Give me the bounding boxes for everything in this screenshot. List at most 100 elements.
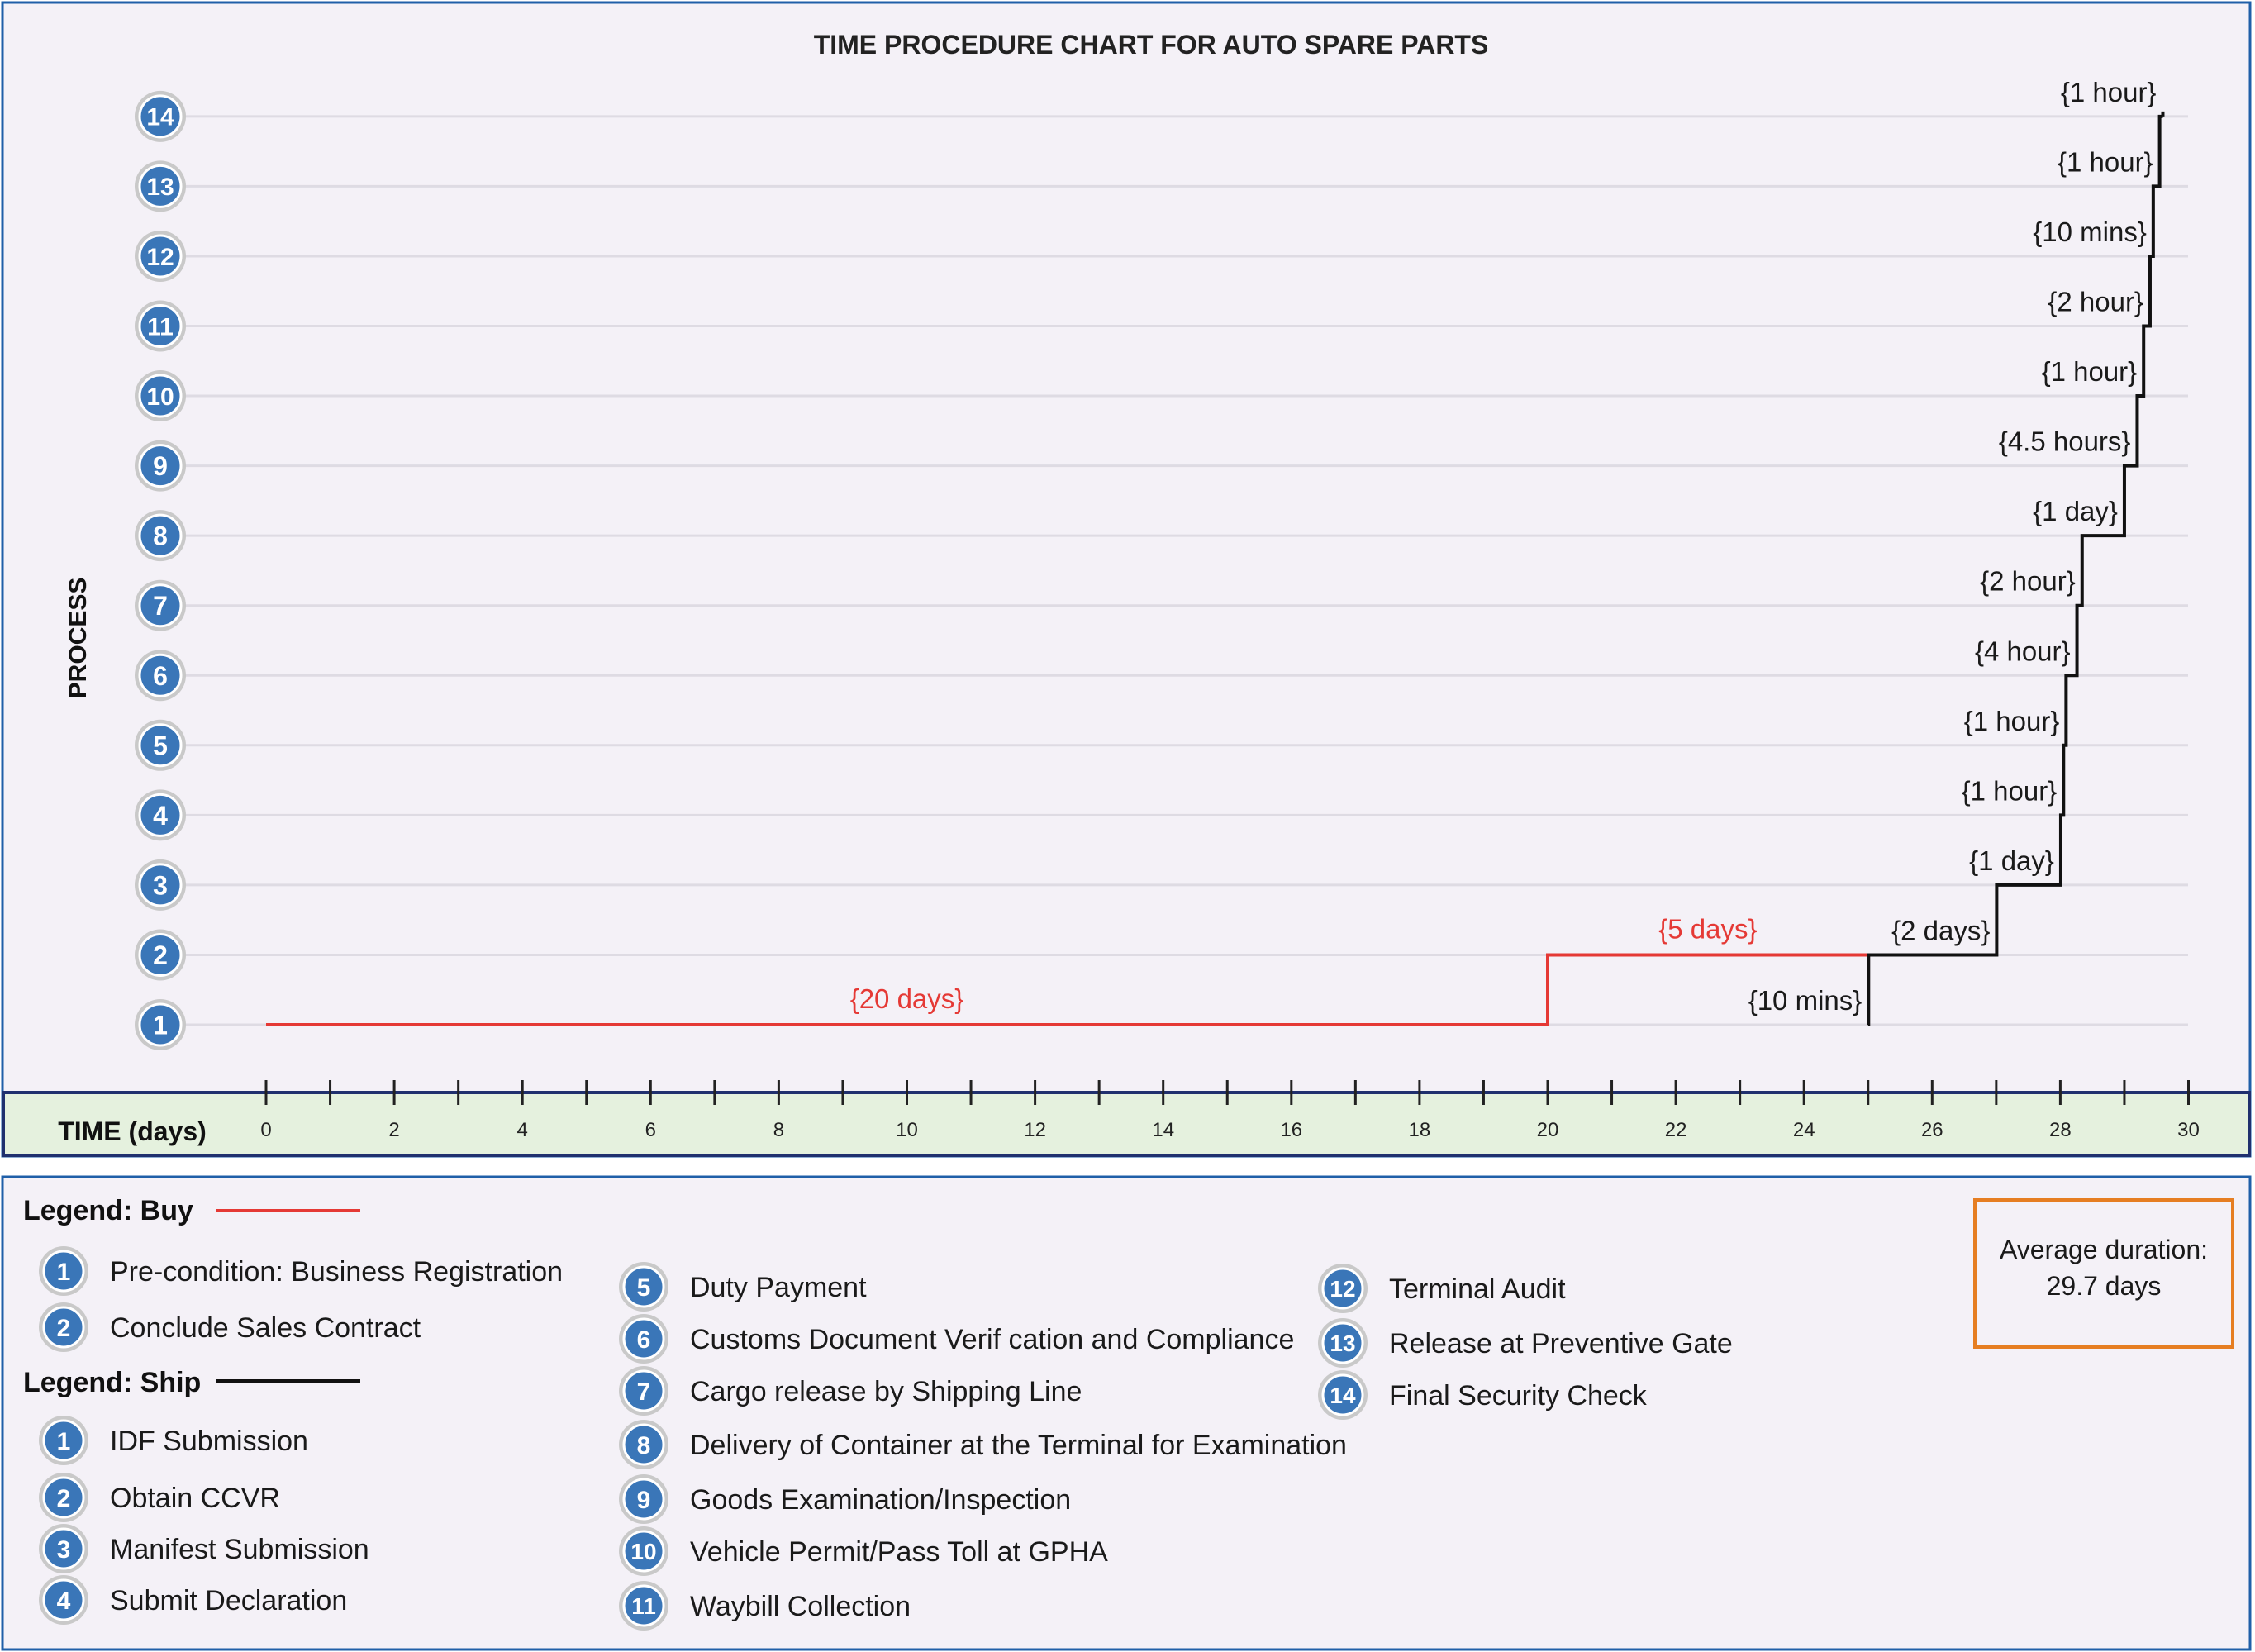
legend-ship-item-10: 10 Vehicle Permit/Pass Toll at GPHA [619, 1526, 1108, 1576]
legend-badge: 13 [1318, 1318, 1368, 1368]
badge-circle [138, 723, 183, 768]
badge-circle [138, 932, 183, 977]
x-tick-label-2: 2 [388, 1119, 399, 1141]
badge-number: 6 [637, 1326, 651, 1354]
legend-buy-item-1: 1 Pre-condition: Business Registration [39, 1246, 563, 1296]
y-axis-label: PROCESS [64, 578, 92, 699]
y-tick-badge-12: 12 [135, 230, 186, 282]
y-tick-badge-2: 2 [135, 929, 186, 981]
badge-circle [42, 1527, 85, 1570]
legend-ship-item-3: 3 Manifest Submission [39, 1524, 369, 1573]
badge-number: 1 [153, 1011, 168, 1040]
chart-title: TIME PROCEDURE CHART FOR AUTO SPARE PART… [814, 30, 1489, 60]
legend-label: Cargo release by Shipping Line [690, 1376, 1082, 1407]
badge-circle [138, 374, 183, 418]
legend-label: Final Security Check [1389, 1380, 1648, 1412]
badge-circle [138, 793, 183, 837]
legend-ship-item-4: 4 Submit Declaration [39, 1575, 347, 1625]
badge-number: 12 [1330, 1276, 1355, 1302]
duration-label: {10 mins} [2033, 217, 2147, 247]
badge-circle [622, 1423, 665, 1466]
badge-number: 4 [153, 801, 168, 831]
duration-label: {20 days} [850, 983, 964, 1014]
gridlines [178, 115, 2188, 1026]
y-tick-badge-10: 10 [135, 370, 186, 422]
average-duration-box [1973, 1198, 2234, 1349]
x-tick-label-12: 12 [1024, 1119, 1046, 1141]
badge-circle [622, 1265, 665, 1308]
legend-label: Submit Declaration [110, 1585, 347, 1616]
badge-number: 1 [57, 1428, 71, 1455]
legend-label: Duty Payment [690, 1272, 867, 1303]
legend-ship-item-8: 8 Delivery of Container at the Terminal f… [619, 1420, 1347, 1469]
x-tick-label-6: 6 [645, 1119, 656, 1141]
badge-circle [42, 1306, 85, 1349]
badge-circle [138, 863, 183, 907]
badge-number: 10 [630, 1539, 656, 1564]
badge-circle [138, 653, 183, 697]
badge-number: 6 [153, 661, 168, 691]
badge-circle [42, 1578, 85, 1621]
legend-label: Release at Preventive Gate [1389, 1328, 1733, 1359]
badge-circle [138, 1002, 183, 1047]
badge-circle [42, 1476, 85, 1519]
badge-circle [138, 444, 183, 488]
x-tick-label-18: 18 [1409, 1119, 1431, 1141]
average-duration-value: 29.7 days [2047, 1271, 2162, 1301]
legend-badge: 11 [619, 1581, 668, 1631]
badge-circle [138, 234, 183, 279]
x-tick-label-30: 30 [2177, 1119, 2200, 1141]
x-tick-label-28: 28 [2049, 1119, 2072, 1141]
legend-badge: 2 [39, 1302, 88, 1352]
legend-buy-title: Legend: Buy [23, 1195, 193, 1226]
badge-circle [42, 1250, 85, 1293]
badge-number: 12 [146, 244, 174, 271]
legend-ship-item-1: 1 IDF Submission [39, 1416, 308, 1465]
badge-circle [138, 164, 183, 208]
badge-number: 11 [147, 313, 174, 340]
badge-circle [138, 304, 183, 348]
badge-number: 2 [57, 1485, 71, 1512]
duration-label: {1 hour} [1964, 706, 2060, 736]
legend-label: Customs Document Verif cation and Compli… [690, 1324, 1294, 1355]
duration-label: {5 days} [1658, 913, 1757, 944]
badge-circle [138, 94, 183, 139]
legend-ship-item-2: 2 Obtain CCVR [39, 1473, 280, 1522]
legend-label: Manifest Submission [110, 1534, 369, 1565]
y-tick-badge-7: 7 [135, 579, 186, 631]
x-tick-label-0: 0 [260, 1119, 271, 1141]
legend-ship-title: Legend: Ship [23, 1367, 201, 1398]
x-axis-band [2, 1091, 2251, 1157]
legend-badge: 12 [1318, 1264, 1368, 1313]
duration-label: {10 mins} [1748, 985, 1863, 1016]
badge-number: 5 [153, 731, 168, 760]
duration-label: {4.5 hours} [1999, 426, 2131, 457]
badge-number: 2 [57, 1315, 71, 1342]
duration-label: {2 hour} [1980, 566, 2076, 597]
duration-label: {1 hour} [2042, 356, 2138, 387]
badge-number: 5 [637, 1274, 651, 1302]
x-tick-label-22: 22 [1665, 1119, 1687, 1141]
x-tick-label-26: 26 [1921, 1119, 1943, 1141]
y-tick-badge-13: 13 [135, 160, 186, 212]
badge-number: 13 [146, 174, 174, 201]
y-tick-badge-1: 1 [135, 999, 186, 1050]
y-tick-badge-14: 14 [135, 90, 186, 142]
duration-label: {1 day} [1969, 845, 2054, 876]
x-tick-label-10: 10 [896, 1119, 918, 1141]
badge-circle [138, 513, 183, 558]
duration-label: {1 hour} [2058, 146, 2153, 177]
badge-circle [138, 583, 183, 628]
badge-number: 10 [146, 383, 174, 411]
badge-circle [622, 1369, 665, 1412]
legend-ship-item-12: 12 Terminal Audit [1318, 1264, 1566, 1313]
legend-ship-item-7: 7 Cargo release by Shipping Line [619, 1366, 1082, 1416]
badge-circle [622, 1584, 665, 1627]
badge-number: 7 [637, 1378, 651, 1406]
y-tick-badge-5: 5 [135, 719, 186, 771]
badge-number: 1 [57, 1259, 71, 1286]
badge-number: 2 [153, 940, 168, 970]
badge-circle [622, 1530, 665, 1573]
x-tick-label-16: 16 [1280, 1119, 1302, 1141]
